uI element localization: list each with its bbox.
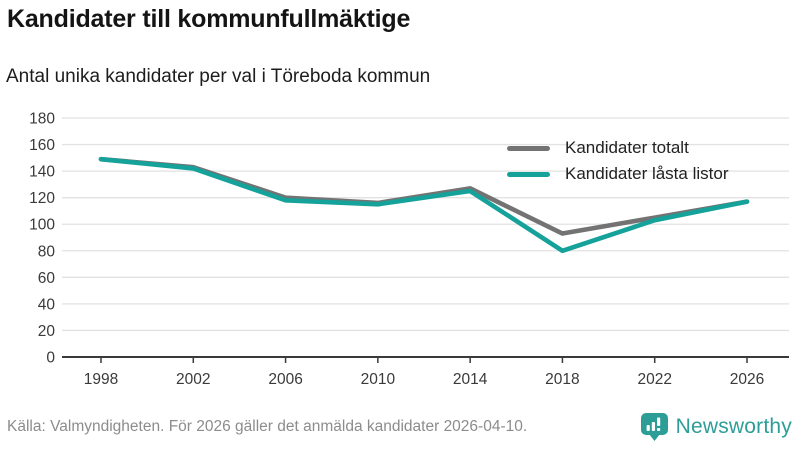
svg-text:2018: 2018 [545, 371, 579, 388]
svg-text:2014: 2014 [453, 371, 488, 388]
svg-text:2002: 2002 [176, 371, 210, 388]
newsworthy-wordmark: Newsworthy [675, 415, 792, 438]
newsworthy-logo[interactable]: Newsworthy [640, 412, 792, 443]
chart-footer: Källa: Valmyndigheten. För 2026 gäller d… [7, 410, 792, 444]
chart-legend: Kandidater totalt Kandidater låsta listo… [507, 135, 728, 187]
legend-item-locked-lists: Kandidater låsta listor [507, 161, 728, 187]
legend-swatch-locked-lists [507, 171, 550, 177]
svg-text:100: 100 [29, 217, 55, 234]
svg-text:40: 40 [38, 296, 56, 313]
svg-text:20: 20 [38, 323, 56, 340]
svg-text:2022: 2022 [637, 371, 671, 388]
svg-text:1998: 1998 [84, 371, 118, 388]
chart-subtitle: Antal unika kandidater per val i Törebod… [6, 66, 431, 87]
svg-text:2006: 2006 [268, 371, 302, 388]
legend-item-total: Kandidater totalt [507, 135, 728, 161]
legend-label-locked-lists: Kandidater låsta listor [565, 164, 729, 183]
legend-swatch-total [507, 145, 550, 151]
svg-text:60: 60 [38, 270, 56, 287]
source-note: Källa: Valmyndigheten. För 2026 gäller d… [7, 418, 528, 435]
svg-text:180: 180 [29, 111, 55, 128]
svg-text:2010: 2010 [361, 371, 396, 388]
page-title: Kandidater till kommunfullmäktige [7, 5, 411, 33]
legend-label-total: Kandidater totalt [565, 138, 689, 157]
svg-text:2026: 2026 [730, 371, 764, 388]
svg-text:80: 80 [38, 243, 56, 260]
newsworthy-logo-icon [640, 412, 668, 441]
svg-text:0: 0 [46, 350, 55, 367]
chart-plot: 0 20 40 60 80 100 120 140 160 180 1998 2002 2006 2010… [29, 111, 789, 388]
line-chart: 0 20 40 60 80 100 120 140 160 180 1998 2002 2006 2010… [0, 105, 800, 405]
svg-text:120: 120 [29, 190, 55, 207]
svg-text:160: 160 [29, 137, 55, 154]
svg-text:140: 140 [29, 164, 55, 181]
